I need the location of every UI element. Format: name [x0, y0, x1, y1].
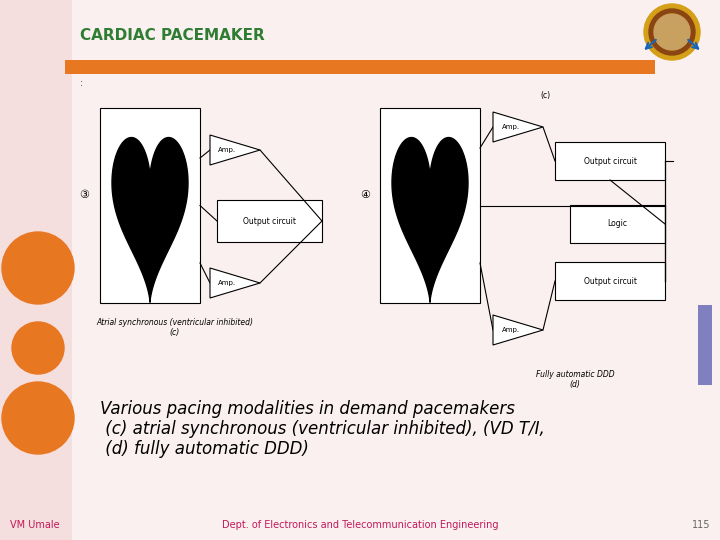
Text: Amp.: Amp. [218, 280, 237, 286]
Text: Output circuit: Output circuit [583, 276, 636, 286]
Text: ④: ④ [360, 190, 370, 200]
Polygon shape [493, 112, 543, 142]
Text: :: : [80, 78, 84, 88]
Text: (d) fully automatic DDD): (d) fully automatic DDD) [100, 440, 309, 458]
Bar [380, 108, 480, 303]
Circle shape [644, 4, 700, 60]
Text: VM Umale: VM Umale [10, 520, 60, 530]
Text: Amp.: Amp. [218, 147, 237, 153]
Text: Amp.: Amp. [501, 327, 520, 333]
Text: Fully automatic DDD: Fully automatic DDD [536, 370, 614, 379]
Bar [0, 0, 72, 540]
Text: Atrial synchronous (ventricular inhibited): Atrial synchronous (ventricular inhibite… [96, 318, 253, 327]
Polygon shape [210, 268, 260, 298]
Polygon shape [112, 138, 188, 302]
Text: (c): (c) [170, 328, 180, 337]
Text: Dept. of Electronics and Telecommunication Engineering: Dept. of Electronics and Telecommunicati… [222, 520, 498, 530]
Bar [65, 60, 655, 74]
Polygon shape [210, 135, 260, 165]
Bar [570, 205, 665, 243]
Bar [698, 305, 712, 385]
Text: Amp.: Amp. [501, 124, 520, 130]
Text: ③: ③ [79, 190, 89, 200]
Circle shape [654, 14, 690, 50]
Circle shape [12, 322, 64, 374]
Bar [555, 142, 665, 180]
Polygon shape [392, 138, 468, 302]
Circle shape [2, 232, 74, 304]
Text: (c) atrial synchronous (ventricular inhibited), (VD T/I,: (c) atrial synchronous (ventricular inhi… [100, 420, 545, 438]
Bar [100, 108, 200, 303]
Circle shape [649, 9, 695, 55]
Circle shape [2, 382, 74, 454]
Bar [555, 262, 665, 300]
Text: Various pacing modalities in demand pacemakers: Various pacing modalities in demand pace… [100, 400, 515, 418]
Text: Output circuit: Output circuit [583, 157, 636, 165]
Text: Output circuit: Output circuit [243, 217, 296, 226]
Text: (d): (d) [570, 380, 580, 389]
Bar [217, 200, 322, 242]
Text: Logic: Logic [608, 219, 628, 228]
Text: 115: 115 [691, 520, 710, 530]
Polygon shape [493, 315, 543, 345]
Text: CARDIAC PACEMAKER: CARDIAC PACEMAKER [80, 28, 265, 43]
Text: (c): (c) [540, 91, 550, 100]
